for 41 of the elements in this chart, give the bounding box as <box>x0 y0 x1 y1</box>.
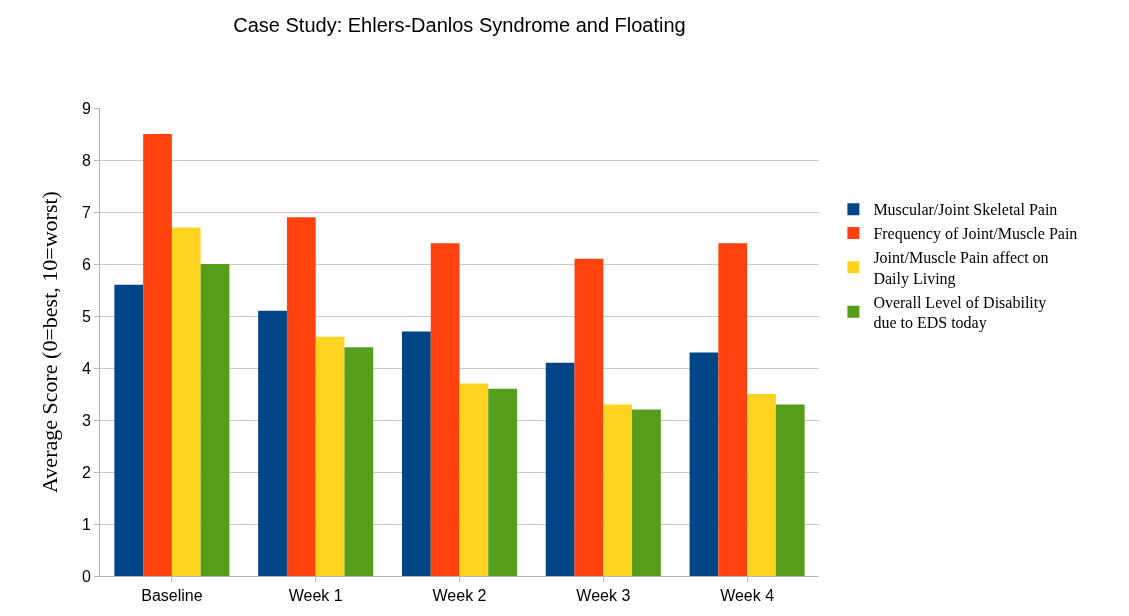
legend-label: Muscular/Joint Skeletal Pain <box>873 201 1058 219</box>
bar <box>775 404 805 576</box>
y-tick-label: 0 <box>81 567 91 585</box>
legend-label: Joint/Muscle Pain affect on Daily Living <box>873 248 1049 288</box>
chart-title: Case Study: Ehlers-Danlos Syndrome and Floating <box>233 14 686 37</box>
bar <box>747 394 776 576</box>
y-tick-label: 6 <box>81 255 91 273</box>
bar <box>689 352 719 576</box>
bar <box>286 217 316 576</box>
bar <box>488 388 518 576</box>
y-tick-label: 4 <box>81 359 91 377</box>
bar <box>603 404 633 576</box>
legend-label: Overall Level of Disability due to EDS today <box>873 293 1047 333</box>
legend-label: Frequency of Joint/Muscle Pain <box>873 225 1078 244</box>
bar <box>114 284 144 576</box>
bar <box>459 383 489 576</box>
bar <box>171 227 201 576</box>
bar <box>143 134 172 576</box>
bar <box>574 258 604 576</box>
bar <box>632 409 661 576</box>
x-tick-label: Baseline <box>141 587 203 605</box>
bar <box>315 336 345 576</box>
bar <box>718 243 748 576</box>
x-tick-label: Week 3 <box>576 587 631 605</box>
y-tick-label: 1 <box>81 515 91 533</box>
bar <box>344 347 374 576</box>
x-tick-label: Week 4 <box>720 587 775 605</box>
y-tick-label: 5 <box>81 307 91 325</box>
y-tick-label: 8 <box>81 151 91 169</box>
y-axis-title: Average Score (0=best, 10=worst) <box>36 191 62 493</box>
bar <box>545 362 575 576</box>
y-tick-label: 9 <box>81 99 91 117</box>
y-tick-label: 3 <box>81 411 91 429</box>
y-tick-label: 7 <box>81 203 91 221</box>
bar <box>258 310 287 576</box>
x-tick-label: Week 1 <box>288 587 343 605</box>
y-tick-label: 2 <box>81 463 91 481</box>
bar <box>430 243 460 576</box>
bar <box>401 331 431 576</box>
bar <box>200 264 230 576</box>
x-tick-label: Week 2 <box>432 587 487 605</box>
